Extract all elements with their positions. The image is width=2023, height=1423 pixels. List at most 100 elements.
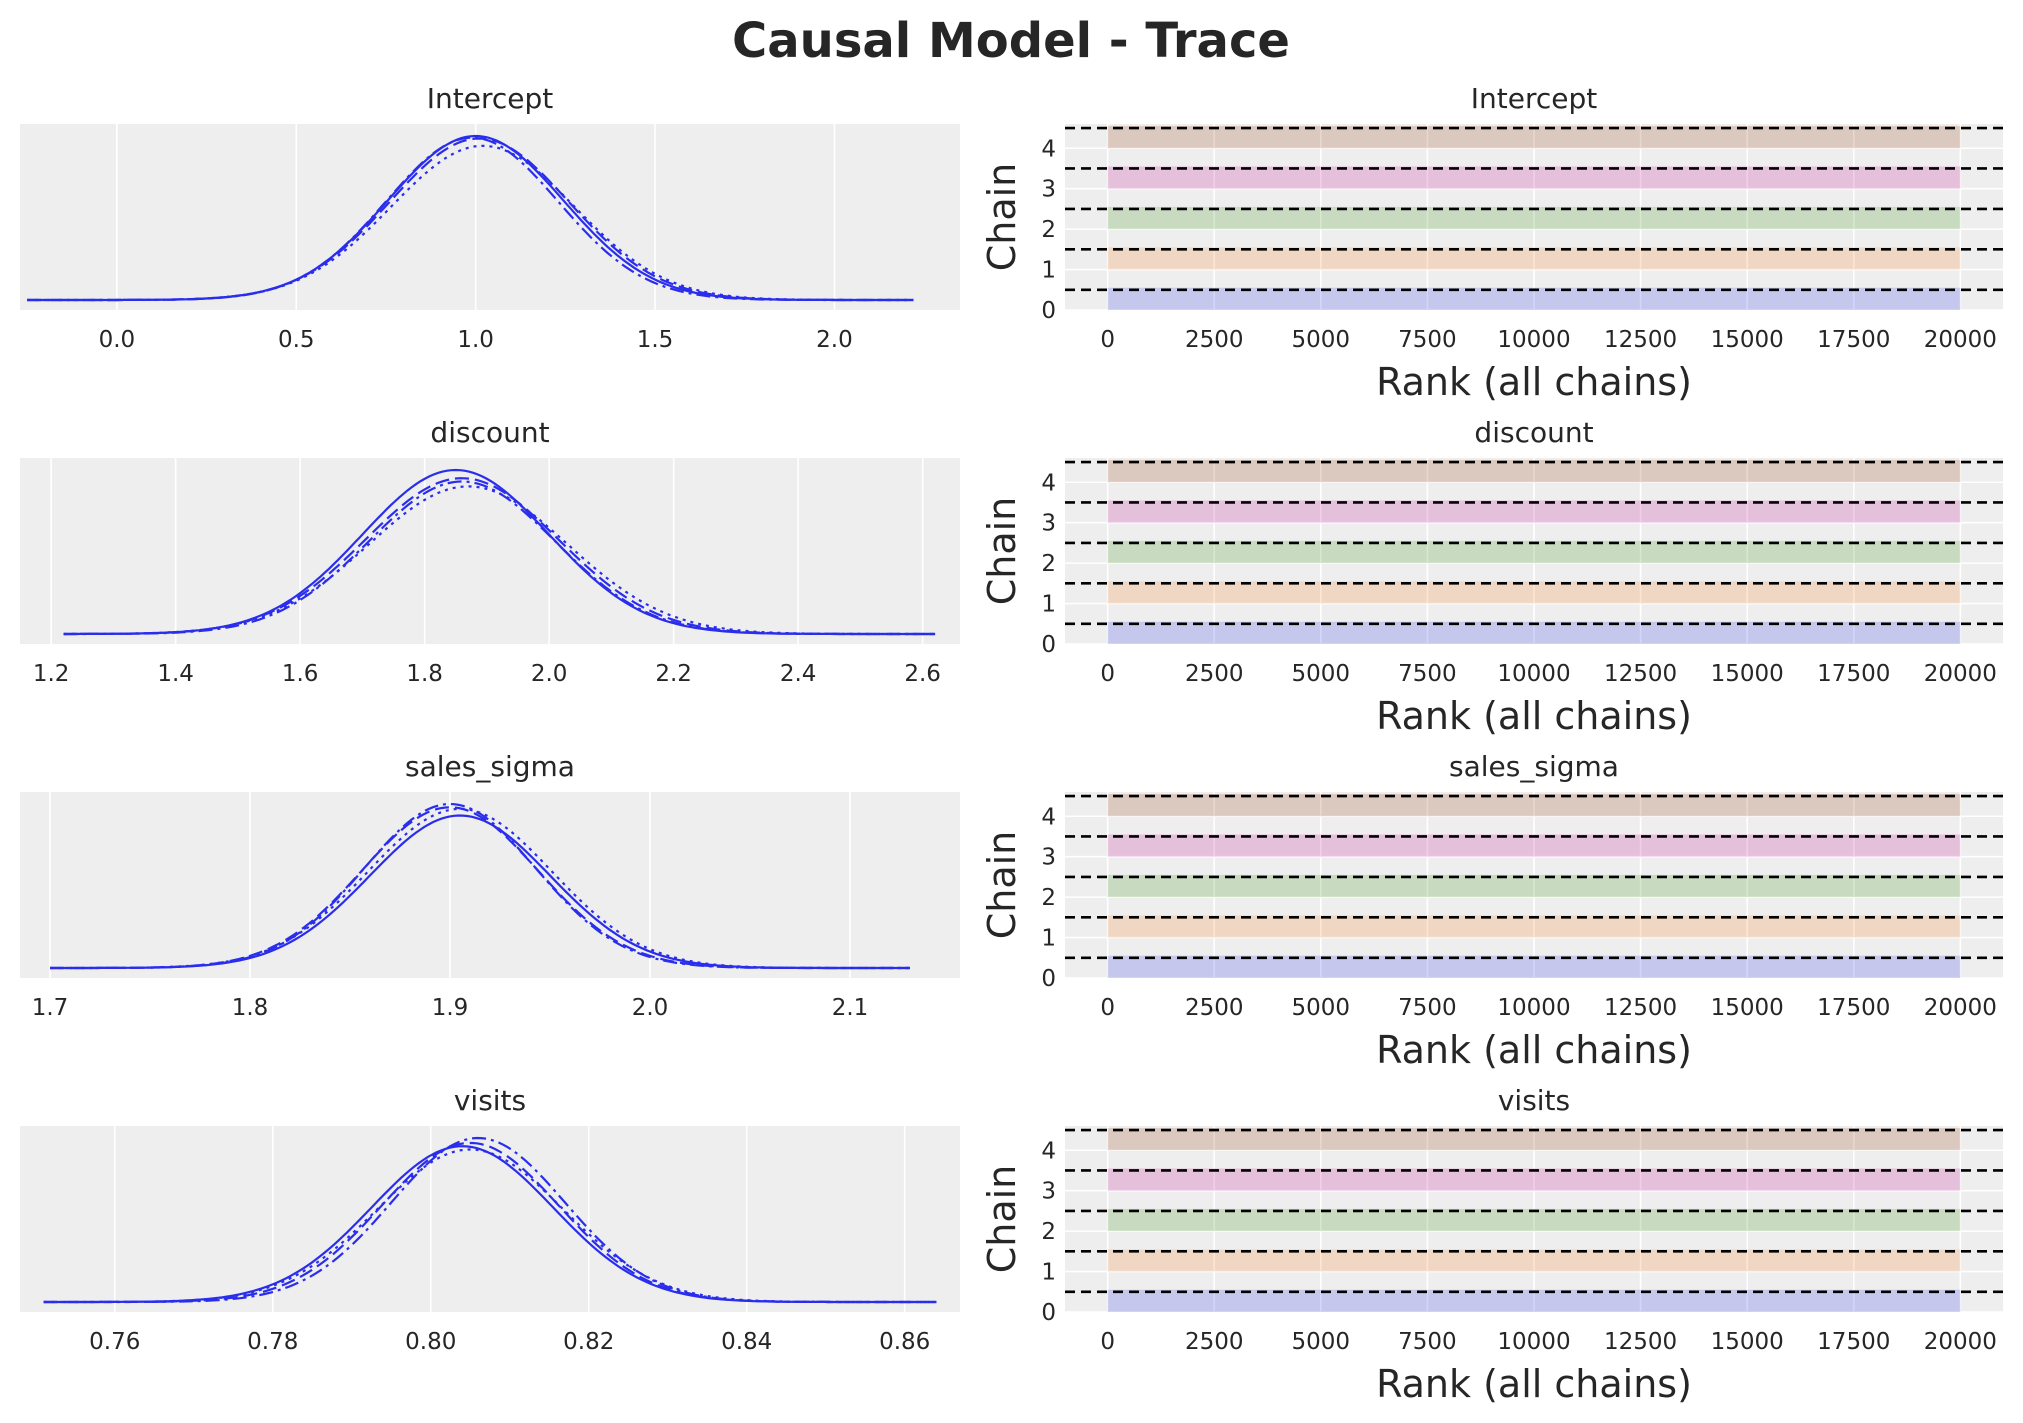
x-tick-label: 17500 — [1817, 327, 1890, 353]
y-tick-label: 3 — [1041, 845, 1056, 871]
y-tick-label: 3 — [1041, 1179, 1056, 1205]
x-tick-label: 2.0 — [632, 995, 669, 1021]
rank-bars-chain-1 — [1107, 581, 1961, 604]
rank-bars-chain-2 — [1107, 540, 1961, 564]
panel-background — [20, 458, 960, 644]
rank-bars-chain-4 — [1107, 126, 1961, 149]
x-tick-label: 20000 — [1924, 327, 1997, 353]
x-tick-label: 0 — [1100, 661, 1115, 687]
x-tick-label: 0.5 — [278, 327, 315, 353]
rank-bars-chain-0 — [1107, 955, 1961, 978]
kde-line-dotted — [50, 807, 910, 970]
x-tick-label: 12500 — [1604, 995, 1677, 1021]
panel-title: sales_sigma — [1449, 750, 1619, 783]
panels: Intercept 0.0 0.5 1.0 1.5 2.0 discount 1.2 1.4 1.… — [20, 82, 2003, 1406]
panel-title: Intercept — [1471, 82, 1598, 115]
y-tick-label: 4 — [1041, 804, 1056, 830]
rank-bars-chain-3 — [1107, 1168, 1961, 1191]
panel-background — [20, 792, 960, 978]
y-tick-label: 2 — [1041, 551, 1056, 577]
x-tick-label: 2500 — [1185, 1329, 1244, 1355]
kde-line-dashdot — [27, 136, 914, 302]
y-tick-label: 4 — [1041, 136, 1056, 162]
x-axis-label: Rank (all chains) — [1376, 1028, 1692, 1072]
x-axis-label: Rank (all chains) — [1376, 360, 1692, 404]
panel-title: sales_sigma — [405, 750, 575, 783]
x-tick-label: 10000 — [1497, 661, 1570, 687]
x-tick-label: 2500 — [1185, 995, 1244, 1021]
x-tick-label: 0.82 — [563, 1329, 614, 1355]
kde-line-dashdot — [50, 802, 910, 970]
x-tick-label: 0 — [1100, 327, 1115, 353]
y-tick-label: 3 — [1041, 511, 1056, 537]
x-tick-label: 1.7 — [32, 995, 69, 1021]
x-tick-label: 15000 — [1711, 661, 1784, 687]
x-tick-label: 20000 — [1924, 995, 1997, 1021]
x-tick-label: 2.0 — [816, 327, 853, 353]
kde-panel: visits 0.76 0.78 0.80 0.82 0.84 0.86 — [20, 1084, 960, 1355]
x-tick-label: 7500 — [1398, 327, 1457, 353]
x-tick-label: 17500 — [1817, 1329, 1890, 1355]
figure-title: Causal Model - Trace — [732, 13, 1290, 69]
rank-bars-chain-0 — [1107, 287, 1961, 310]
x-tick-label: 1.8 — [232, 995, 269, 1021]
panel-title: visits — [1498, 1084, 1570, 1117]
kde-line-dashdot — [43, 1136, 937, 1304]
x-tick-label: 5000 — [1292, 995, 1351, 1021]
y-axis-label: Chain — [980, 1165, 1024, 1274]
rank-bars-chain-1 — [1107, 247, 1961, 270]
y-tick-label: 1 — [1041, 258, 1056, 284]
x-tick-label: 5000 — [1292, 327, 1351, 353]
rank-bars-chain-4 — [1107, 1128, 1961, 1151]
x-tick-label: 2.1 — [832, 995, 869, 1021]
panel-title: visits — [454, 1084, 526, 1117]
panel-title: discount — [1474, 416, 1593, 449]
x-axis-label: Rank (all chains) — [1376, 1362, 1692, 1406]
kde-panel: sales_sigma 1.7 1.8 1.9 2.0 2.1 — [20, 750, 960, 1021]
x-tick-label: 2.6 — [904, 661, 941, 687]
x-tick-label: 7500 — [1398, 995, 1457, 1021]
x-tick-label: 5000 — [1292, 1329, 1351, 1355]
x-tick-label: 2500 — [1185, 661, 1244, 687]
kde-panel: discount 1.2 1.4 1.6 1.8 2.0 2.2 2.4 2.6 — [20, 416, 960, 687]
rank-bars-chain-4 — [1107, 794, 1961, 817]
y-tick-label: 3 — [1041, 177, 1056, 203]
kde-line-dotted — [43, 1148, 937, 1304]
x-tick-label: 20000 — [1924, 1329, 1997, 1355]
x-tick-label: 1.6 — [282, 661, 319, 687]
x-tick-label: 0 — [1100, 1329, 1115, 1355]
x-tick-label: 0.76 — [89, 1329, 140, 1355]
rank-panel: discount 0 2500 5000 7500 10000 12500 15000 1750… — [980, 416, 2003, 738]
x-tick-label: 15000 — [1711, 1329, 1784, 1355]
y-tick-label: 1 — [1041, 926, 1056, 952]
rank-panel: sales_sigma 0 2500 5000 7500 10000 12500 15000 1… — [980, 750, 2003, 1072]
x-tick-label: 5000 — [1292, 661, 1351, 687]
x-tick-label: 0.86 — [879, 1329, 930, 1355]
x-tick-label: 20000 — [1924, 661, 1997, 687]
x-tick-label: 7500 — [1398, 661, 1457, 687]
x-tick-label: 1.5 — [637, 327, 674, 353]
y-axis-label: Chain — [980, 497, 1024, 606]
kde-line-dashdot — [63, 480, 936, 636]
x-tick-label: 0 — [1100, 995, 1115, 1021]
x-tick-label: 1.8 — [406, 661, 443, 687]
y-tick-label: 2 — [1041, 885, 1056, 911]
x-tick-label: 10000 — [1497, 995, 1570, 1021]
y-tick-label: 0 — [1041, 1300, 1056, 1326]
y-tick-label: 2 — [1041, 1219, 1056, 1245]
x-tick-label: 0.80 — [405, 1329, 456, 1355]
x-tick-label: 10000 — [1497, 1329, 1570, 1355]
x-tick-label: 0.84 — [721, 1329, 772, 1355]
rank-bars-chain-1 — [1107, 1249, 1961, 1272]
x-tick-label: 0.78 — [247, 1329, 298, 1355]
x-tick-label: 0.0 — [99, 327, 136, 353]
y-tick-label: 0 — [1041, 632, 1056, 658]
rank-bars-chain-3 — [1107, 500, 1961, 523]
y-tick-label: 1 — [1041, 592, 1056, 618]
x-tick-label: 2500 — [1185, 327, 1244, 353]
panel-background — [20, 1126, 960, 1312]
panel-background — [20, 124, 960, 310]
rank-bars-chain-2 — [1107, 206, 1961, 230]
x-tick-label: 12500 — [1604, 327, 1677, 353]
y-tick-label: 4 — [1041, 1138, 1056, 1164]
